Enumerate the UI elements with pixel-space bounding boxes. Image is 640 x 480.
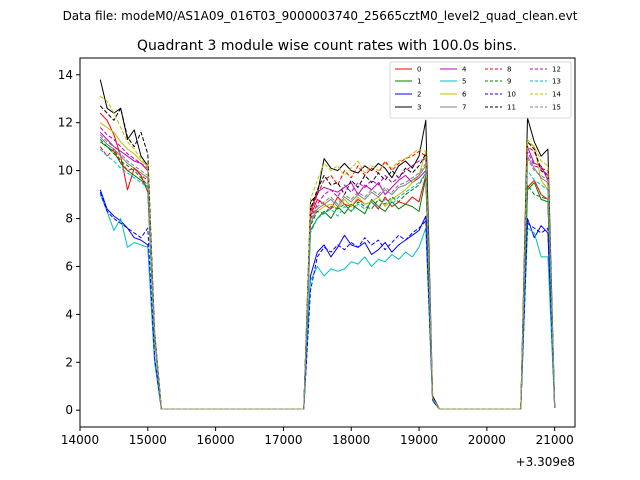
y-tick-label: 10 (58, 164, 73, 178)
series-line-8 (99, 146, 556, 410)
y-tick-label: 0 (65, 403, 73, 417)
x-tick-label: 16000 (197, 433, 235, 447)
legend-label-10: 10 (507, 91, 516, 99)
x-axis: 14000 15000 16000 17000 18000 19000 20000 21000 (61, 427, 574, 447)
x-tick-label: 14000 (61, 433, 99, 447)
legend-label-2: 2 (417, 91, 421, 99)
series-line-3 (99, 79, 556, 410)
series-line-1 (100, 141, 556, 410)
series-line-14 (100, 95, 556, 410)
legend-label-7: 7 (462, 104, 466, 112)
series-line-0 (99, 112, 556, 410)
legend-label-4: 4 (462, 66, 467, 74)
series-line-10 (99, 192, 556, 410)
legend-label-14: 14 (552, 91, 561, 99)
y-tick-label: 4 (65, 307, 73, 321)
legend-label-13: 13 (552, 78, 561, 86)
legend-label-5: 5 (462, 78, 466, 86)
x-tick-label: 20000 (468, 433, 506, 447)
legend-label-0: 0 (417, 66, 421, 74)
series-line-12 (99, 127, 556, 410)
legend-box (389, 61, 572, 119)
x-offset-label: +3.309e8 (516, 455, 575, 469)
series-line-6 (100, 122, 556, 410)
chart-suptitle: Data file: modeM0/AS1A09_016T03_90000037… (63, 9, 578, 23)
y-tick-label: 14 (58, 68, 73, 82)
series-line-2 (99, 189, 556, 410)
series-line-11 (99, 105, 556, 410)
x-tick-label: 17000 (264, 433, 302, 447)
y-tick-label: 12 (58, 116, 73, 130)
x-tick-label: 19000 (400, 433, 438, 447)
legend-label-8: 8 (507, 66, 511, 74)
x-tick-label: 18000 (332, 433, 370, 447)
legend-label-1: 1 (417, 78, 421, 86)
series-line-4 (99, 131, 556, 410)
y-tick-label: 2 (65, 355, 73, 369)
x-tick-label: 15000 (129, 433, 167, 447)
legend-label-9: 9 (507, 78, 511, 86)
series-line-15 (99, 134, 556, 410)
chart-title: Quadrant 3 module wise count rates with … (137, 38, 517, 54)
legend-label-15: 15 (552, 104, 561, 112)
legend-label-12: 12 (552, 66, 561, 74)
axes-frame (79, 57, 576, 428)
y-axis: 0 2 4 6 8 10 12 14 (58, 68, 80, 417)
series-line-5 (99, 194, 556, 410)
legend-label-11: 11 (507, 104, 516, 112)
legend-label-6: 6 (462, 91, 467, 99)
plot-lines (99, 79, 556, 410)
x-tick-label: 21000 (536, 433, 574, 447)
legend-label-3: 3 (417, 104, 421, 112)
y-tick-label: 8 (65, 212, 73, 226)
y-tick-label: 6 (65, 259, 73, 273)
